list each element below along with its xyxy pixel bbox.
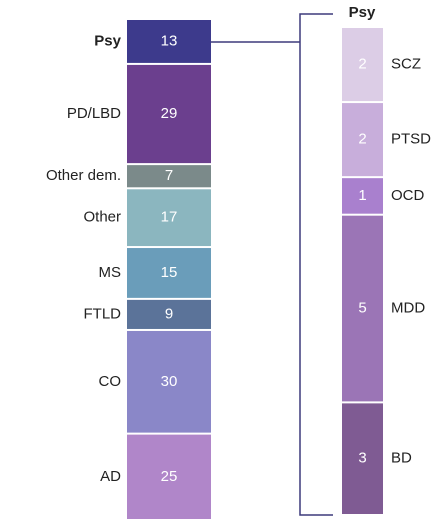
- bar-segment: [342, 103, 383, 177]
- value-label: 17: [161, 209, 178, 226]
- category-label: MDD: [391, 300, 425, 317]
- value-label: 3: [358, 450, 366, 467]
- value-label: 15: [161, 264, 178, 281]
- bar-segment: [127, 434, 211, 519]
- value-label: 5: [358, 300, 366, 317]
- bar-segment: [342, 215, 383, 402]
- category-label: Psy: [94, 32, 121, 49]
- category-label: PD/LBD: [67, 105, 121, 122]
- value-label: 2: [358, 56, 366, 73]
- category-label: OCD: [391, 187, 425, 204]
- bar-segment: [127, 248, 211, 298]
- zoom-title: Psy: [349, 4, 376, 21]
- value-label: 13: [161, 32, 178, 49]
- category-label: SCZ: [391, 56, 421, 73]
- value-label: 7: [165, 167, 173, 184]
- bar-segment: [342, 403, 383, 514]
- bar-segment: [127, 299, 211, 329]
- category-label: PTSD: [391, 131, 431, 148]
- value-label: 1: [358, 187, 366, 204]
- value-label: 9: [165, 305, 173, 322]
- category-label: MS: [99, 264, 122, 281]
- category-label: FTLD: [84, 305, 122, 322]
- bracket: [211, 13, 333, 516]
- value-label: 30: [161, 373, 178, 390]
- category-label: CO: [99, 373, 122, 390]
- value-label: 2: [358, 131, 366, 148]
- category-label: BD: [391, 450, 412, 467]
- bar-segment: [127, 20, 211, 63]
- value-label: 29: [161, 105, 178, 122]
- value-label: 25: [161, 468, 178, 485]
- category-label: Other dem.: [46, 167, 121, 184]
- category-label: AD: [100, 468, 121, 485]
- bar-segment: [127, 64, 211, 164]
- bar-segment: [342, 28, 383, 102]
- bar-segment: [127, 189, 211, 247]
- bar-segment: [342, 178, 383, 214]
- bar-segment: [127, 165, 211, 188]
- category-label: Other: [83, 209, 121, 226]
- bar-segment: [127, 330, 211, 433]
